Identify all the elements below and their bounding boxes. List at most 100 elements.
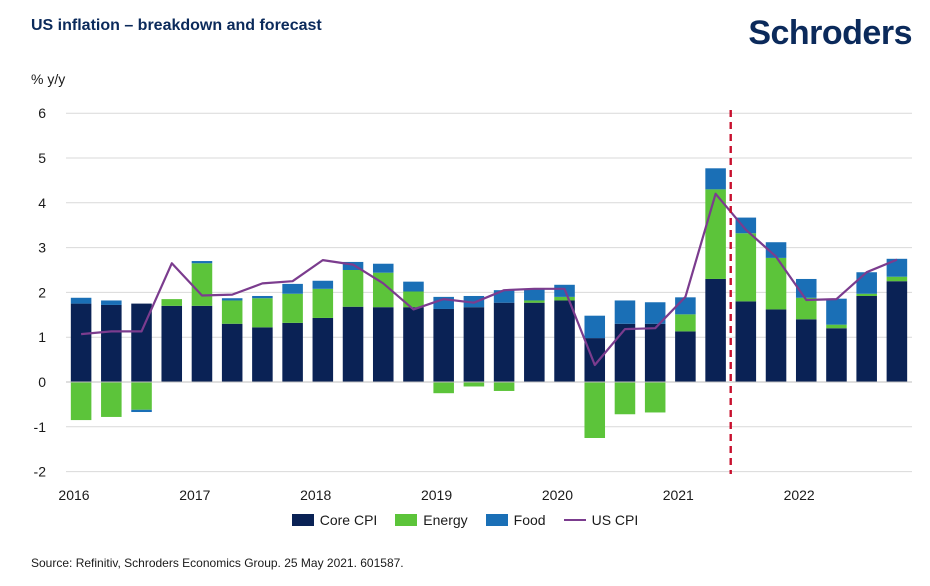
y-tick-label: 3 xyxy=(38,240,46,256)
bar-core xyxy=(342,306,364,382)
bar-energy xyxy=(584,382,606,438)
bar-food xyxy=(252,295,273,299)
bar-food xyxy=(886,258,908,277)
bar-core xyxy=(554,300,575,382)
bar-energy xyxy=(826,324,847,329)
legend-item-energy: Energy xyxy=(395,512,468,528)
y-tick-label: 1 xyxy=(38,329,46,345)
y-tick-label: -1 xyxy=(34,419,47,435)
bar-energy xyxy=(161,299,183,306)
bar-food xyxy=(131,409,152,413)
bar-energy xyxy=(191,263,213,306)
x-tick-label: 2019 xyxy=(421,487,452,503)
x-tick-label: 2021 xyxy=(663,487,694,503)
bar-core xyxy=(675,331,696,382)
bar-food xyxy=(221,298,243,301)
y-tick-label: 6 xyxy=(38,105,46,121)
bar-energy xyxy=(70,382,92,421)
bar-core xyxy=(524,302,545,382)
legend-item-core: Core CPI xyxy=(291,512,378,528)
bar-food xyxy=(312,280,334,289)
bar-core xyxy=(312,317,334,382)
bar-energy xyxy=(131,382,152,410)
legend-swatch-core xyxy=(291,514,314,526)
bar-core xyxy=(614,323,636,382)
bar-core xyxy=(463,307,485,382)
y-tick-label: 4 xyxy=(38,195,46,211)
bar-energy xyxy=(675,314,696,332)
bar-energy xyxy=(252,298,273,328)
bar-core xyxy=(191,305,213,382)
x-tick-label: 2016 xyxy=(58,487,89,503)
x-tick-label: 2018 xyxy=(300,487,331,503)
legend-swatch-food xyxy=(485,514,508,526)
bar-food xyxy=(282,283,303,294)
bar-core xyxy=(101,304,122,382)
bar-energy xyxy=(856,293,877,296)
bar-energy xyxy=(312,288,334,318)
bar-energy xyxy=(765,257,787,310)
bar-food xyxy=(584,315,606,339)
bar-core xyxy=(765,309,787,382)
line-us-cpi xyxy=(81,192,898,367)
bar-food xyxy=(614,300,636,324)
bar-core xyxy=(735,301,757,382)
bar-food xyxy=(342,261,364,270)
bar-food xyxy=(856,272,877,294)
bar-food xyxy=(524,289,545,301)
bar-energy xyxy=(493,382,515,391)
bar-food xyxy=(826,298,847,325)
bar-energy xyxy=(101,382,122,417)
bar-food xyxy=(644,302,666,324)
y-axis-label: % y/y xyxy=(31,71,66,87)
bar-energy xyxy=(524,300,545,303)
bar-core xyxy=(644,323,666,382)
bar-core xyxy=(372,307,394,382)
bar-energy xyxy=(886,276,908,282)
bar-food xyxy=(101,300,122,305)
bar-core xyxy=(403,307,424,382)
legend: Core CPI Energy Food US CPI xyxy=(0,512,930,528)
chart-title: US inflation – breakdown and forecast xyxy=(31,17,322,34)
bar-energy xyxy=(735,233,757,302)
bar-energy xyxy=(403,291,424,308)
bar-energy xyxy=(433,382,454,394)
legend-label-core: Core CPI xyxy=(319,512,378,528)
bar-core xyxy=(705,278,726,382)
y-tick-label: 5 xyxy=(38,150,46,166)
legend-label-energy: Energy xyxy=(423,512,468,528)
x-tick-label: 2020 xyxy=(542,487,573,503)
bar-core xyxy=(252,327,273,382)
bar-core xyxy=(282,322,303,382)
bar-core xyxy=(131,303,152,382)
bar-core xyxy=(70,303,92,382)
bar-core xyxy=(433,308,454,382)
legend-label-food: Food xyxy=(513,512,546,528)
y-tick-label: -2 xyxy=(34,464,47,480)
bar-food xyxy=(765,242,787,258)
y-tick-label: 0 xyxy=(38,374,46,390)
bar-food xyxy=(735,217,757,234)
legend-item-us-cpi: US CPI xyxy=(563,512,638,528)
x-tick-label: 2022 xyxy=(784,487,815,503)
y-tick-label: 2 xyxy=(38,284,46,300)
bar-energy xyxy=(554,296,575,301)
bar-energy xyxy=(795,297,817,320)
bar-energy xyxy=(644,382,666,413)
bar-energy xyxy=(342,270,364,307)
bar-food xyxy=(403,281,424,292)
bar-food xyxy=(70,297,92,304)
bar-food xyxy=(372,263,394,273)
bar-energy xyxy=(463,382,485,387)
legend-swatch-energy xyxy=(395,514,418,526)
legend-item-food: Food xyxy=(485,512,546,528)
x-tick-label: 2017 xyxy=(179,487,210,503)
bar-energy xyxy=(221,300,243,324)
bar-core xyxy=(886,281,908,382)
bar-core xyxy=(856,295,877,382)
bar-energy xyxy=(282,293,303,323)
bar-food xyxy=(191,261,213,264)
bar-core xyxy=(493,302,515,382)
bar-food xyxy=(705,168,726,190)
